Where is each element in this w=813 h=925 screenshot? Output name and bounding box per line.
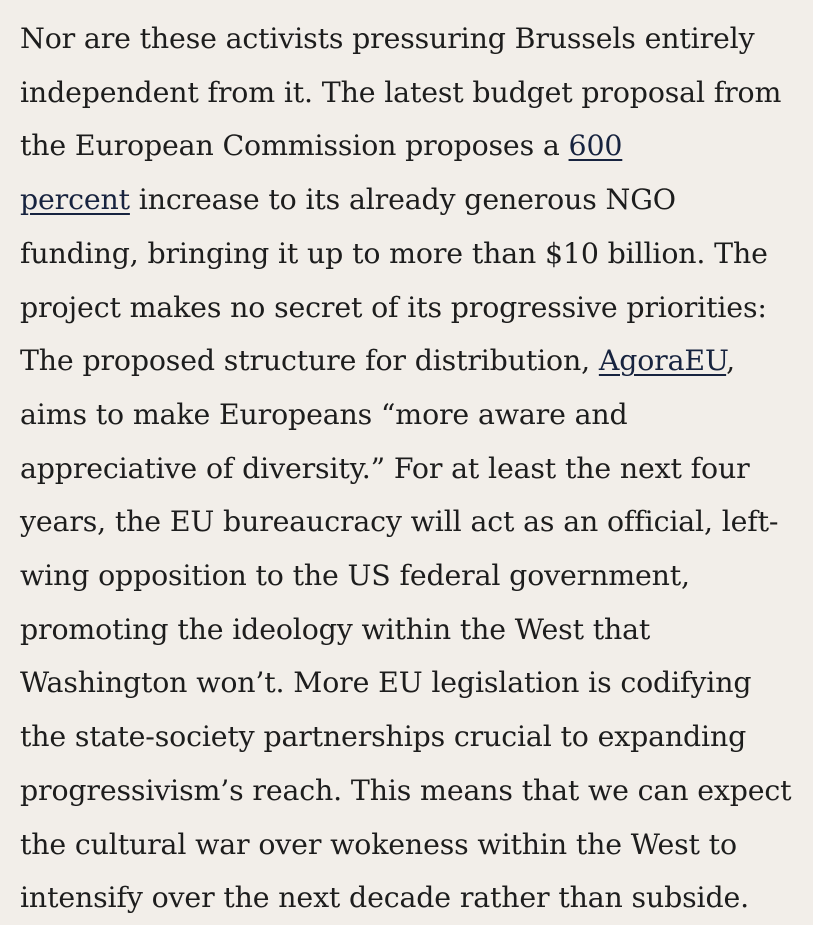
paragraph-line-7-after: , xyxy=(726,344,735,378)
paragraph-line-12: promoting the ideology within the West t… xyxy=(20,612,651,646)
paragraph-line-16: the cultural war over wokeness within th… xyxy=(20,827,737,861)
agoraeu-link[interactable]: AgoraEU xyxy=(598,344,727,378)
article-paragraph: Nor are these activists pressuring Bruss… xyxy=(20,12,810,925)
paragraph-line-5: funding, bringing it up to more than $10… xyxy=(20,236,768,270)
paragraph-line-8: aims to make Europeans “more aware and xyxy=(20,397,628,431)
paragraph-line-17: intensify over the next decade rather th… xyxy=(20,881,750,915)
paragraph-line-7-text: The proposed structure for distribution, xyxy=(20,344,599,378)
paragraph-line-10: years, the EU bureaucracy will act as an… xyxy=(20,505,779,539)
paragraph-line-3-text: the European Commission proposes a xyxy=(20,129,569,163)
paragraph-line-14: the state-society partnerships crucial t… xyxy=(20,720,747,754)
paragraph-line-3: the European Commission proposes a 600 xyxy=(20,119,810,173)
paragraph-line-11: wing opposition to the US federal govern… xyxy=(20,559,690,593)
paragraph-line-6: project makes no secret of its progressi… xyxy=(20,290,767,324)
paragraph-line-15: progressivism’s reach. This means that w… xyxy=(20,773,792,807)
paragraph-line-9: appreciative of diversity.” For at least… xyxy=(20,451,750,485)
paragraph-line-4-text: increase to its already generous NGO xyxy=(129,183,676,217)
paragraph-line-4: percent increase to its already generous… xyxy=(20,173,810,227)
paragraph-line-1: Nor are these activists pressuring Bruss… xyxy=(20,22,755,55)
600-percent-link-part-1[interactable]: 600 xyxy=(568,129,623,163)
paragraph-line-2: independent from it. The latest budget p… xyxy=(20,75,782,109)
paragraph-line-7: The proposed structure for distribution,… xyxy=(20,334,810,388)
600-percent-link-part-2[interactable]: percent xyxy=(20,183,130,217)
paragraph-line-13: Washington won’t. More EU legislation is… xyxy=(20,666,752,700)
article-page: Nor are these activists pressuring Bruss… xyxy=(20,22,792,915)
